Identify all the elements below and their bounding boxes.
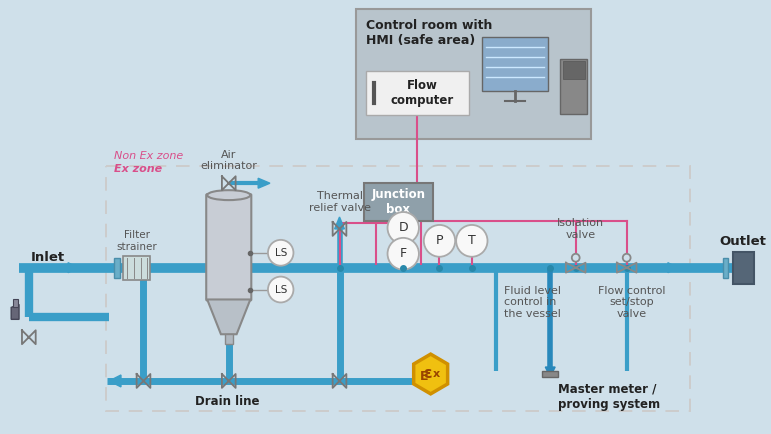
Text: x: x (433, 369, 439, 379)
Text: T: T (468, 234, 476, 247)
Text: F: F (399, 247, 407, 260)
Bar (364, 183, 433, 221)
FancyBboxPatch shape (206, 194, 251, 300)
Bar (13, 299, 18, 307)
Polygon shape (12, 304, 19, 319)
Text: ε: ε (423, 366, 432, 381)
Circle shape (623, 254, 631, 262)
Text: LS: LS (274, 285, 287, 295)
Text: Isolation
valve: Isolation valve (557, 218, 604, 240)
Text: Master meter /
proving system: Master meter / proving system (558, 383, 660, 411)
Polygon shape (207, 299, 251, 334)
Text: Air
eliminator: Air eliminator (200, 150, 258, 171)
Circle shape (456, 225, 487, 257)
Text: P: P (436, 234, 443, 247)
Text: Non Ex zone: Non Ex zone (114, 151, 183, 161)
Circle shape (268, 240, 294, 266)
Text: Inlet: Inlet (31, 251, 65, 264)
Text: Flow
computer: Flow computer (391, 79, 454, 107)
Bar (722, 258, 728, 278)
Ellipse shape (207, 190, 251, 200)
Bar (123, 256, 150, 279)
Text: E: E (420, 371, 429, 384)
Text: Filter
strainer: Filter strainer (116, 230, 157, 252)
Text: Ex zone: Ex zone (114, 164, 162, 174)
Polygon shape (68, 263, 78, 273)
Polygon shape (335, 217, 345, 229)
Text: D: D (399, 221, 408, 234)
Text: Fluid level
control in
the vessel: Fluid level control in the vessel (504, 286, 561, 319)
Circle shape (572, 254, 580, 262)
Circle shape (388, 212, 419, 244)
Bar (732, 252, 754, 283)
Circle shape (268, 276, 294, 302)
Bar (356, 10, 591, 138)
Text: Control room with
HMI (safe area): Control room with HMI (safe area) (366, 19, 493, 47)
Text: Outlet: Outlet (720, 235, 766, 248)
Polygon shape (545, 367, 555, 377)
Text: Flow control
set/stop
valve: Flow control set/stop valve (598, 286, 665, 319)
Bar (366, 71, 469, 115)
Bar (560, 59, 588, 114)
Text: Drain line: Drain line (194, 395, 259, 408)
Text: Junction
box: Junction box (372, 188, 426, 216)
Bar (542, 371, 558, 377)
Polygon shape (414, 354, 448, 394)
Bar (106, 166, 690, 411)
Polygon shape (109, 375, 121, 387)
Polygon shape (258, 178, 270, 188)
Text: LS: LS (274, 248, 287, 258)
Text: Thermal
relief valve: Thermal relief valve (308, 191, 371, 213)
Bar (114, 258, 120, 278)
Circle shape (388, 238, 419, 270)
Bar (563, 61, 584, 79)
Circle shape (424, 225, 455, 257)
Bar (225, 334, 233, 344)
Bar (482, 37, 548, 91)
Polygon shape (668, 263, 678, 273)
